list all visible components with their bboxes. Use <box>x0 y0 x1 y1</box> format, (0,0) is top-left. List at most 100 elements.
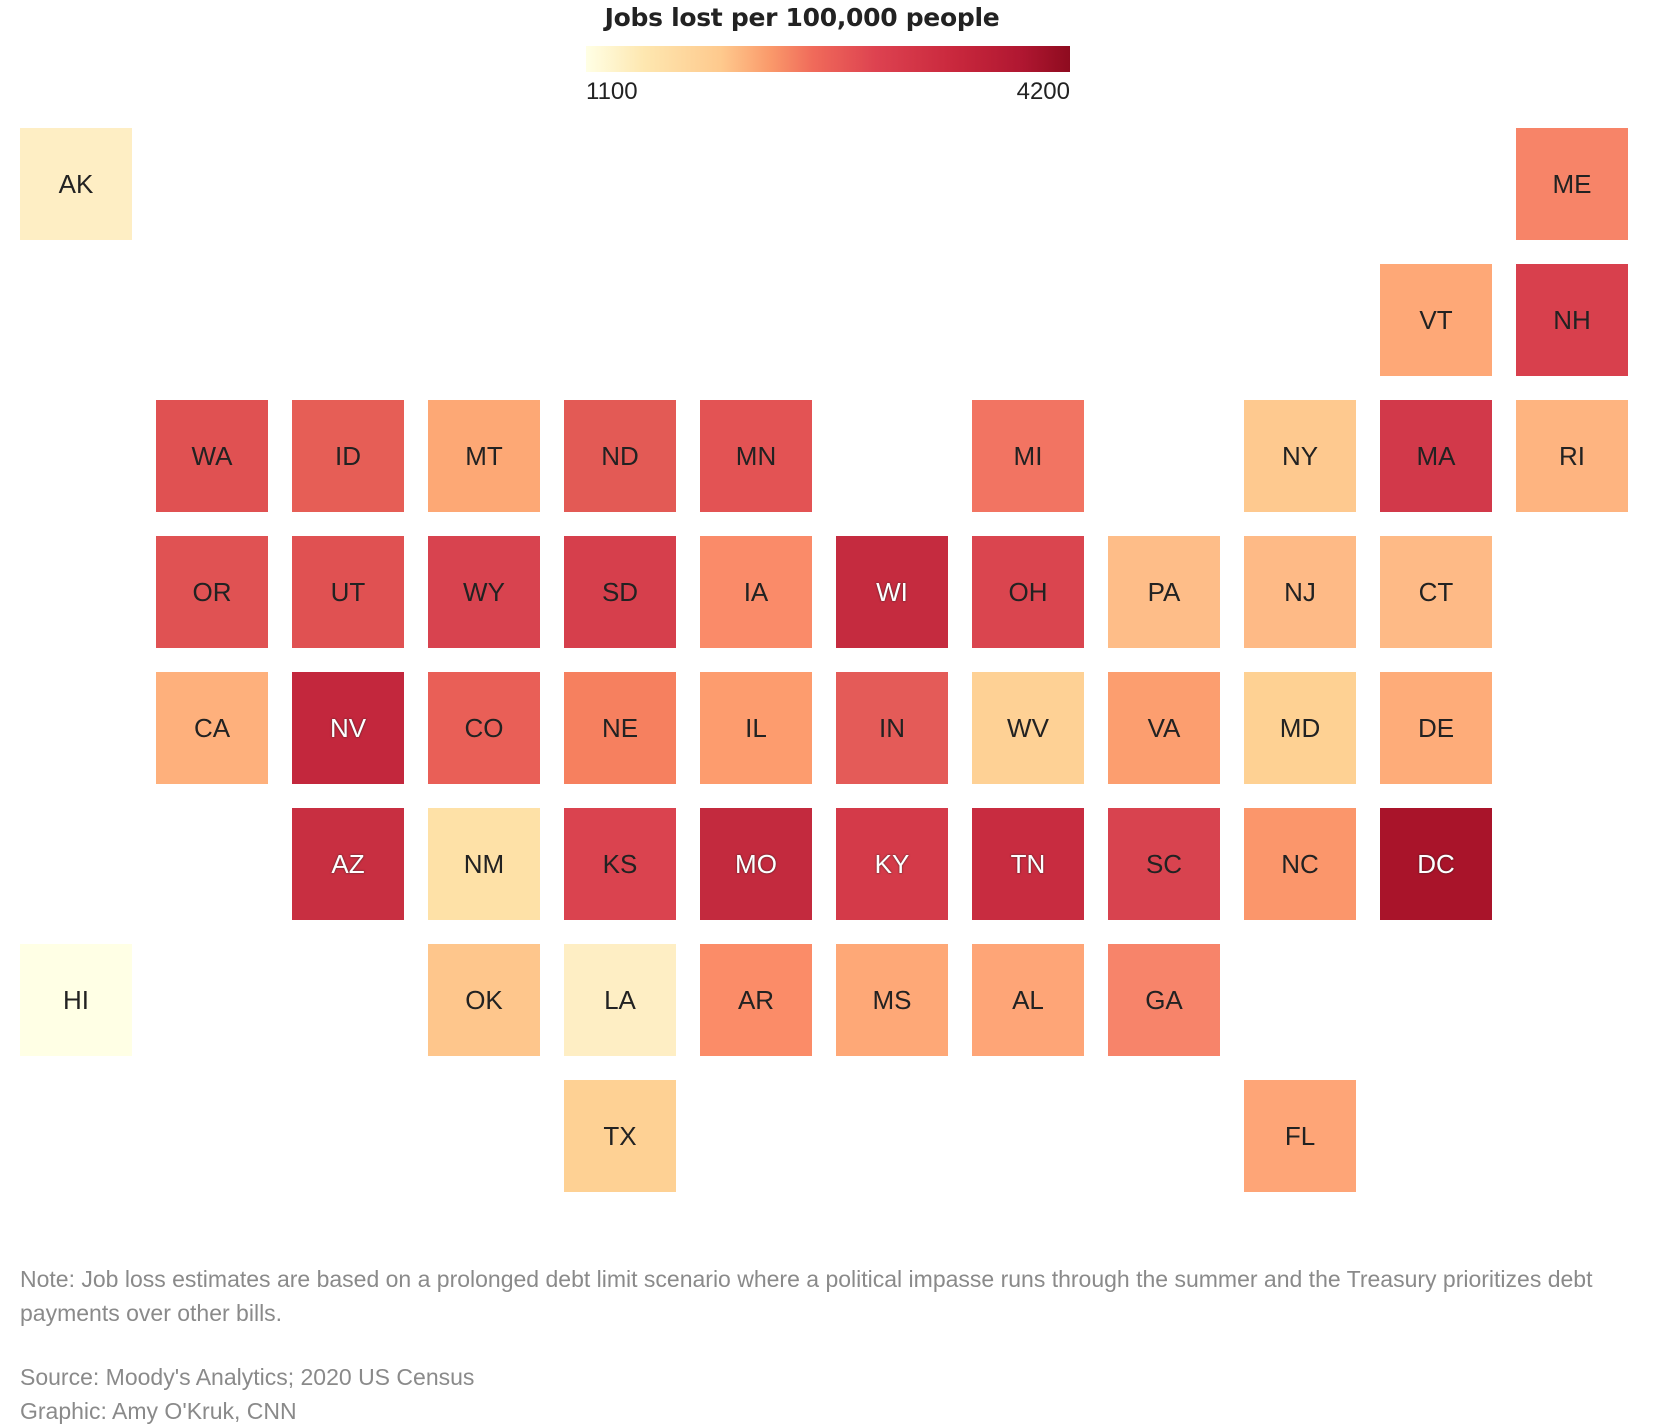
state-tile-grid: AK ME VT NH WA ID MT ND MN MI NY MA RI OR UT WY SD IA WI OH… <box>20 128 1628 1192</box>
state-tile-ut[interactable]: UT <box>292 536 404 648</box>
state-tile-nm[interactable]: NM <box>428 808 540 920</box>
state-tile-nv[interactable]: NV <box>292 672 404 784</box>
legend-min-label: 1100 <box>586 78 638 105</box>
state-tile-vt[interactable]: VT <box>1380 264 1492 376</box>
state-tile-wa[interactable]: WA <box>156 400 268 512</box>
state-tile-tn[interactable]: TN <box>972 808 1084 920</box>
credit-line: Graphic: Amy O'Kruk, CNN <box>20 1398 297 1424</box>
state-label: HI <box>63 984 89 1015</box>
state-tile-id[interactable]: ID <box>292 400 404 512</box>
state-label: NV <box>329 712 367 743</box>
state-tile-il[interactable]: IL <box>700 672 812 784</box>
state-label: UT <box>330 576 366 607</box>
state-tile-co[interactable]: CO <box>428 672 540 784</box>
state-tile-nj[interactable]: NJ <box>1244 536 1356 648</box>
state-tile-me[interactable]: ME <box>1516 128 1628 240</box>
state-label: VT <box>1419 304 1453 335</box>
state-tile-ct[interactable]: CT <box>1380 536 1492 648</box>
state-tile-sc[interactable]: SC <box>1108 808 1220 920</box>
state-tile-wv[interactable]: WV <box>972 672 1084 784</box>
state-label: GA <box>1145 984 1183 1015</box>
state-label: WA <box>191 440 233 471</box>
state-tile-mi[interactable]: MI <box>972 400 1084 512</box>
state-label: NY <box>1281 440 1319 471</box>
state-tile-mn[interactable]: MN <box>700 400 812 512</box>
state-tile-in[interactable]: IN <box>836 672 948 784</box>
state-label: KS <box>602 848 638 879</box>
state-label: AK <box>58 168 94 199</box>
state-tile-md[interactable]: MD <box>1244 672 1356 784</box>
state-label: NM <box>463 848 505 879</box>
state-tile-fl[interactable]: FL <box>1244 1080 1356 1192</box>
state-tile-al[interactable]: AL <box>972 944 1084 1056</box>
state-tile-dc[interactable]: DC <box>1380 808 1492 920</box>
state-tile-tx[interactable]: TX <box>564 1080 676 1192</box>
state-tile-hi[interactable]: HI <box>20 944 132 1056</box>
state-label: MO <box>735 848 777 879</box>
state-label: OH <box>1008 576 1048 607</box>
state-label: WI <box>876 576 908 607</box>
state-tile-ne[interactable]: NE <box>564 672 676 784</box>
state-tile-ri[interactable]: RI <box>1516 400 1628 512</box>
state-label: RI <box>1559 440 1585 471</box>
state-label: CA <box>193 712 231 743</box>
state-label: AL <box>1012 984 1044 1015</box>
state-label: MA <box>1416 440 1456 471</box>
state-tile-ok[interactable]: OK <box>428 944 540 1056</box>
state-label: OR <box>192 576 232 607</box>
state-label: SC <box>1145 848 1183 879</box>
source-line: Source: Moody's Analytics; 2020 US Censu… <box>20 1364 475 1390</box>
state-label: PA <box>1147 576 1181 607</box>
state-label: WY <box>463 576 505 607</box>
state-tile-ia[interactable]: IA <box>700 536 812 648</box>
state-tile-ca[interactable]: CA <box>156 672 268 784</box>
state-tile-ak[interactable]: AK <box>20 128 132 240</box>
state-tile-pa[interactable]: PA <box>1108 536 1220 648</box>
legend-title: Jobs lost per 100,000 people <box>604 3 1000 32</box>
state-label: AR <box>737 984 775 1015</box>
legend-max-label: 4200 <box>1016 78 1070 105</box>
state-tile-az[interactable]: AZ <box>292 808 404 920</box>
state-tile-sd[interactable]: SD <box>564 536 676 648</box>
state-label: SD <box>601 576 639 607</box>
state-tile-ma[interactable]: MA <box>1380 400 1492 512</box>
state-tile-ny[interactable]: NY <box>1244 400 1356 512</box>
state-tile-wy[interactable]: WY <box>428 536 540 648</box>
state-tile-wi[interactable]: WI <box>836 536 948 648</box>
legend: Jobs lost per 100,000 people 1100 4200 <box>0 0 1664 110</box>
state-tile-mo[interactable]: MO <box>700 808 812 920</box>
state-tile-ar[interactable]: AR <box>700 944 812 1056</box>
state-label: NC <box>1281 848 1319 879</box>
state-label: MT <box>465 440 503 471</box>
state-label: FL <box>1284 1120 1316 1151</box>
state-tile-ga[interactable]: GA <box>1108 944 1220 1056</box>
state-label: MD <box>1279 712 1321 743</box>
state-label: AZ <box>331 848 365 879</box>
state-label: IN <box>879 712 905 743</box>
state-label: NJ <box>1284 576 1316 607</box>
state-label: NH <box>1553 304 1591 335</box>
state-tile-ms[interactable]: MS <box>836 944 948 1056</box>
state-tile-nc[interactable]: NC <box>1244 808 1356 920</box>
state-label: OK <box>465 984 503 1015</box>
state-label: DC <box>1417 848 1455 879</box>
legend-color-scale <box>586 46 1070 72</box>
state-tile-oh[interactable]: OH <box>972 536 1084 648</box>
state-tile-mt[interactable]: MT <box>428 400 540 512</box>
state-tile-la[interactable]: LA <box>564 944 676 1056</box>
state-label: DE <box>1417 712 1455 743</box>
state-label: CT <box>1418 576 1454 607</box>
state-label: WV <box>1007 712 1049 743</box>
footnote: Note: Job loss estimates are based on a … <box>20 1266 1593 1326</box>
state-label: ND <box>601 440 639 471</box>
state-label: TN <box>1010 848 1046 879</box>
state-label: MS <box>872 984 912 1015</box>
state-tile-va[interactable]: VA <box>1108 672 1220 784</box>
state-label: IA <box>743 576 769 607</box>
state-tile-nh[interactable]: NH <box>1516 264 1628 376</box>
state-tile-de[interactable]: DE <box>1380 672 1492 784</box>
state-tile-nd[interactable]: ND <box>564 400 676 512</box>
state-tile-ky[interactable]: KY <box>836 808 948 920</box>
state-tile-ks[interactable]: KS <box>564 808 676 920</box>
state-tile-or[interactable]: OR <box>156 536 268 648</box>
